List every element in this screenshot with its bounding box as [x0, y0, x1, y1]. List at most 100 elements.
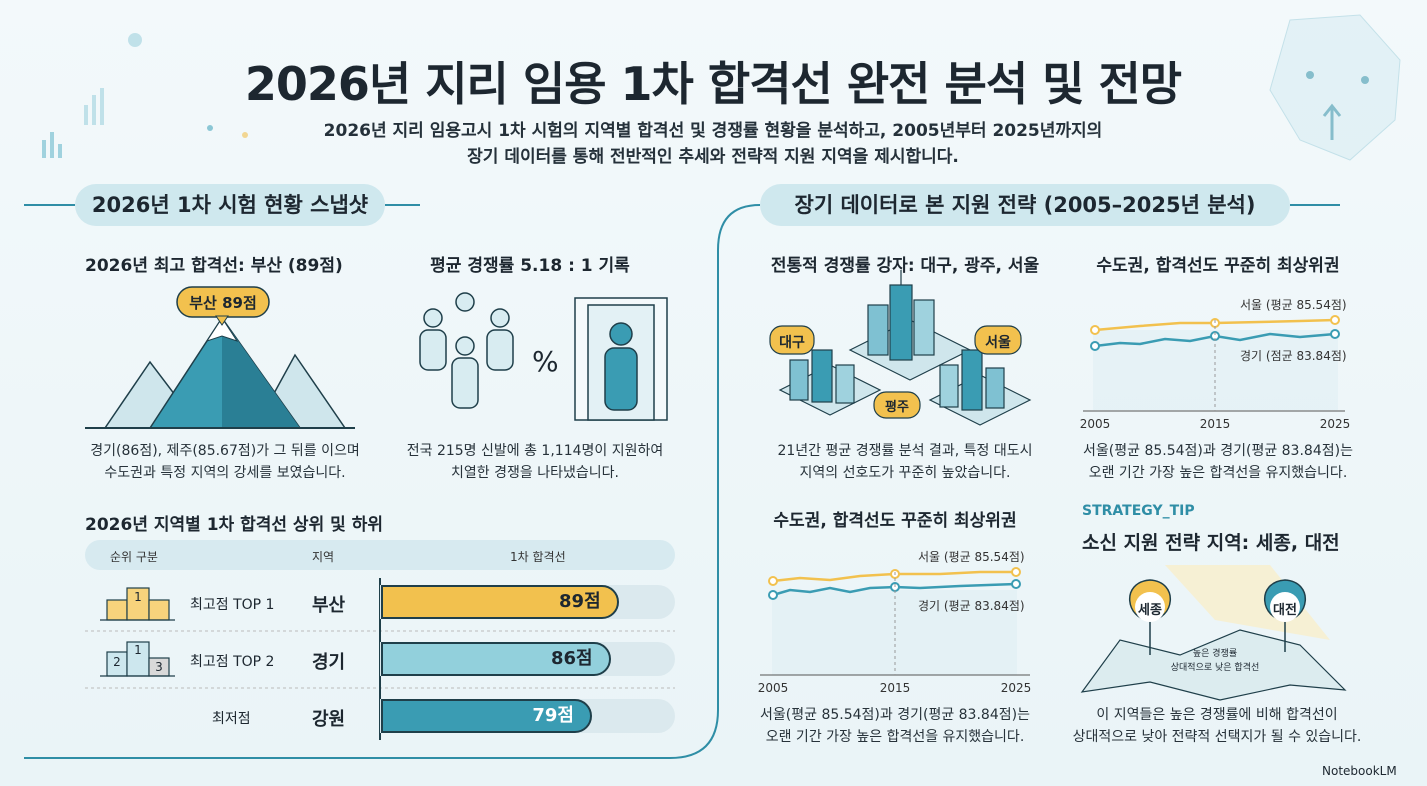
map-note: 상대적으로 낮은 합격선	[1170, 663, 1260, 673]
caption: 상대적으로 낮아 전략적 선택지가 될 수 있습니다.	[1072, 729, 1362, 745]
caption: 치열한 경쟁을 나타냈습니다.	[451, 465, 619, 481]
shape	[811, 349, 833, 403]
shape	[242, 132, 248, 138]
shape	[205, 317, 239, 342]
deco-map	[1269, 14, 1401, 161]
bar-label: 79점	[532, 705, 574, 726]
shape	[58, 144, 62, 158]
shape	[867, 304, 889, 356]
shape	[486, 329, 514, 371]
bar-label: 86점	[551, 648, 593, 669]
shape	[768, 576, 778, 586]
symbol: %	[532, 345, 559, 378]
people-illustration	[419, 292, 668, 421]
shape	[419, 329, 447, 371]
subtitle: 장기 데이터를 통해 전반적인 추세와 전략적 지원 지역을 제시합니다.	[467, 147, 959, 167]
shape	[604, 347, 638, 411]
bar-label: 89점	[559, 591, 601, 612]
column-header: 지역	[312, 550, 335, 564]
shape	[1011, 567, 1021, 577]
shape	[207, 125, 213, 131]
shape	[1306, 71, 1314, 79]
bar	[381, 585, 619, 619]
caption: 이 지역들은 높은 경쟁률에 비해 합격선이	[1096, 707, 1338, 723]
city-illustration	[769, 270, 1032, 426]
city-bubble: 평주	[885, 400, 909, 415]
x-label: 2025	[1319, 417, 1351, 431]
map-note: 높은 경쟁률	[1192, 649, 1238, 659]
region: 부산	[312, 595, 346, 616]
region: 강원	[312, 709, 346, 730]
line-label: 서울 (평균 85.54점)	[918, 550, 1025, 564]
shape	[609, 322, 633, 346]
x-label: 2015	[1199, 417, 1231, 431]
x-label: 2005	[757, 681, 789, 695]
rank-label: 최고점 TOP 2	[190, 654, 275, 670]
shape	[148, 599, 170, 621]
subtitle: 2026년 지리 임용고시 1차 시험의 지역별 합격선 및 경쟁률 현황을 분…	[323, 121, 1103, 141]
frame-line	[24, 204, 761, 759]
shape	[974, 325, 1022, 355]
table-title: 2026년 지역별 1차 합격선 상위 및 하위	[85, 515, 383, 535]
caption: 지역의 선호도가 꾸준히 높았습니다.	[799, 465, 1011, 481]
pin-label: 대전	[1273, 603, 1297, 618]
shape	[1090, 325, 1100, 335]
shape	[772, 570, 1016, 583]
panel-title: 소신 지원 전략 지역: 세종, 대전	[1082, 532, 1340, 554]
shape	[451, 357, 479, 409]
podium-label: 2	[113, 655, 121, 669]
caption: 서울(평균 85.54점)과 경기(평균 83.84점)는	[760, 707, 1030, 723]
caption: 경기(86점), 제주(85.67점)가 그 뒤를 이으며	[90, 443, 360, 459]
caption: 수도권과 특정 지역의 강세를 보였습니다.	[104, 465, 346, 481]
rank-label: 최저점	[212, 711, 251, 727]
pin-label: 세종	[1138, 603, 1162, 618]
caption: 오랜 기간 가장 높은 합격선을 유지했습니다.	[1088, 465, 1348, 481]
caption: 오랜 기간 가장 높은 합격선을 유지했습니다.	[765, 729, 1025, 745]
bar	[381, 699, 592, 733]
shape	[835, 364, 855, 404]
column-header: 순위 구분	[110, 550, 158, 564]
city-bubble: 대구	[779, 335, 805, 351]
caption: 서울(평균 85.54점)과 경기(평균 83.84점)는	[1083, 443, 1353, 459]
panel-title: 평균 경쟁률 5.18 : 1 기록	[430, 256, 630, 276]
mountain-illustration	[85, 286, 355, 429]
panel-title: 전통적 경쟁률 강자: 대구, 광주, 서울	[770, 256, 1040, 276]
shape	[455, 336, 475, 356]
x-label: 2025	[1000, 681, 1032, 695]
panel-title: 수도권, 합격선도 꾸준히 최상위권	[1096, 256, 1340, 276]
shape	[455, 292, 475, 312]
shape	[961, 349, 983, 411]
city-bubble: 서울	[985, 335, 1011, 351]
shape	[1330, 329, 1340, 339]
region: 경기	[312, 652, 346, 673]
line-label: 서울 (평균 85.54점)	[1240, 298, 1347, 312]
shape	[768, 590, 778, 600]
shape	[769, 325, 815, 355]
shape	[42, 140, 46, 158]
shape	[84, 105, 88, 125]
shape	[215, 315, 229, 326]
deco-left	[42, 33, 248, 158]
podium-label: 3	[155, 660, 163, 674]
column-header: 1차 합격선	[510, 550, 566, 564]
line-label: 경기 (평균 83.84점)	[918, 599, 1025, 613]
caption: 21년간 평균 경쟁률 분석 결과, 특정 대도시	[777, 443, 1033, 459]
shape	[772, 582, 1017, 597]
brand: NotebookLM	[1322, 764, 1397, 778]
x-label: 2015	[879, 681, 911, 695]
shape	[50, 132, 54, 158]
shape	[1361, 76, 1369, 84]
shape	[1011, 579, 1021, 589]
podium-label: 1	[134, 590, 142, 604]
shape	[985, 367, 1005, 409]
line-label: 경기 (점균 83.84점)	[1240, 349, 1347, 363]
trend-chart	[1083, 315, 1345, 412]
shape	[789, 359, 809, 401]
shape	[1322, 103, 1342, 140]
shape	[913, 299, 935, 356]
podium-icon	[100, 587, 175, 621]
shape	[423, 308, 443, 328]
tip-tag: STRATEGY_TIP	[1082, 503, 1195, 519]
